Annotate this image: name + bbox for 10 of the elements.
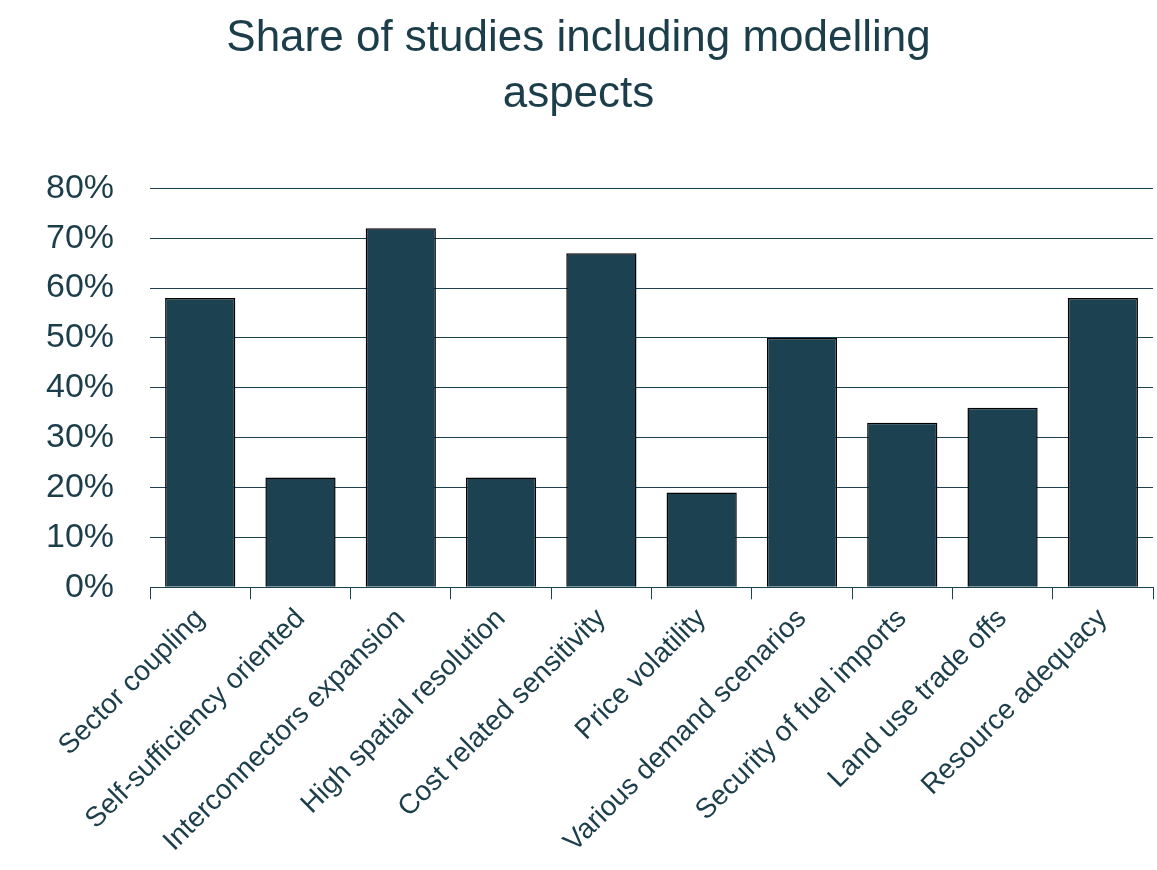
y-tick-label: 50% — [45, 316, 115, 355]
y-tick-label: 30% — [45, 416, 115, 455]
y-tick-label: 70% — [45, 216, 115, 255]
y-tick-label: 80% — [45, 166, 115, 205]
y-tick-label: 0% — [64, 565, 115, 604]
chart-title: Share of studies including modelling aspects — [225, 10, 932, 118]
y-tick-label: 60% — [45, 266, 115, 305]
y-tick-label: 40% — [45, 366, 115, 405]
y-tick-label: 20% — [45, 465, 115, 504]
y-tick-label: 10% — [45, 515, 115, 554]
